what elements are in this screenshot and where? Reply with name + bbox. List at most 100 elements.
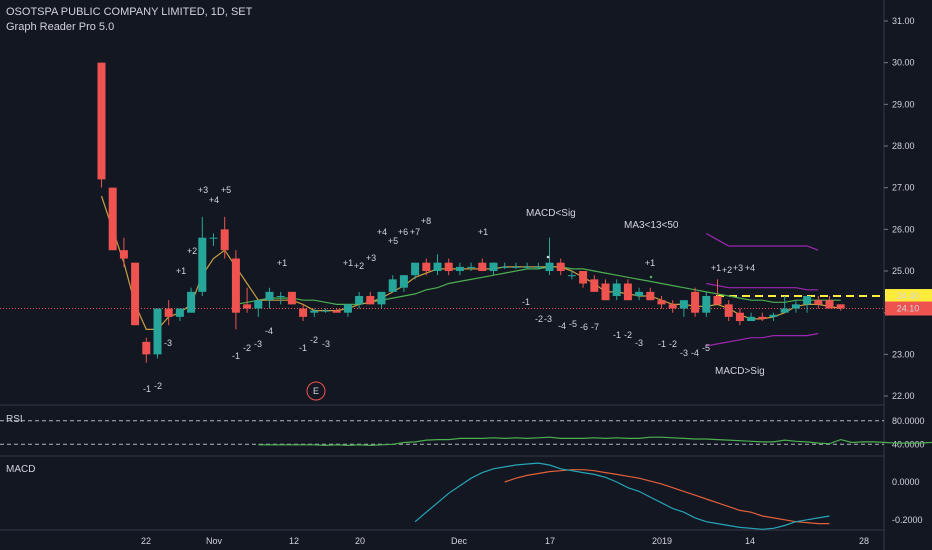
count-annotation: -3 — [635, 338, 643, 348]
count-annotation: -2 — [624, 330, 632, 340]
count-annotation: +2 — [722, 265, 732, 275]
candle-body — [310, 310, 319, 313]
level-price-tag — [885, 289, 932, 304]
candle-body — [735, 312, 744, 322]
count-annotation: -1 — [232, 351, 240, 361]
candle-body — [657, 300, 666, 305]
candle-body — [612, 283, 621, 297]
candle-body — [399, 275, 408, 288]
time-axis-label: 20 — [355, 536, 365, 546]
price-tick-label: 27.00 — [892, 183, 915, 193]
count-annotation: +1 — [478, 227, 488, 237]
candle-body — [153, 308, 162, 355]
candle-body — [187, 291, 196, 313]
level-price-tag-label: 24.40 — [897, 291, 920, 301]
candle-body — [131, 262, 140, 326]
time-axis-label: Nov — [206, 536, 223, 546]
count-annotation: -3 — [544, 314, 552, 324]
count-annotation: -2 — [310, 335, 318, 345]
count-annotation: +4 — [377, 227, 387, 237]
count-annotation: +4 — [209, 195, 219, 205]
count-annotation: -1 — [299, 343, 307, 353]
candle-body — [489, 262, 498, 272]
macd-tick-label: -0.2000 — [892, 515, 923, 525]
count-annotation: -5 — [702, 343, 710, 353]
candle-body — [366, 296, 375, 305]
time-axis-label: 14 — [745, 536, 755, 546]
candle-body — [545, 262, 554, 272]
chart-title: OSOTSPA PUBLIC COMPANY LIMITED, 1D, SET — [6, 6, 253, 18]
count-annotation: -3 — [164, 338, 172, 348]
macd-below-signal-label: MACD<Sig — [526, 208, 576, 219]
candle-body — [411, 262, 420, 276]
count-annotation: -2 — [669, 339, 677, 349]
count-annotation: -1 — [658, 339, 666, 349]
signal-dot — [546, 255, 550, 259]
time-axis-label: Dec — [451, 536, 468, 546]
candle-body — [724, 304, 733, 317]
rsi-line — [258, 436, 932, 447]
price-tick-label: 23.00 — [892, 349, 915, 359]
candle-body — [455, 266, 464, 272]
count-annotation: +4 — [745, 263, 755, 273]
count-annotation: +5 — [221, 185, 231, 195]
count-annotation: +1 — [711, 263, 721, 273]
count-annotation: -2 — [154, 381, 162, 391]
count-annotation: -3 — [322, 339, 330, 349]
candle-body — [209, 237, 218, 239]
candle-body — [220, 229, 229, 251]
candle-body — [534, 266, 543, 268]
price-tick-label: 26.00 — [892, 224, 915, 234]
count-annotation: +8 — [421, 216, 431, 226]
count-annotation: +1 — [176, 266, 186, 276]
signal-line — [504, 469, 830, 525]
earnings-marker — [306, 381, 326, 401]
candle-body — [97, 62, 106, 180]
macd-above-signal-label: MACD>Sig — [715, 366, 765, 377]
count-annotation: +6 — [398, 227, 408, 237]
candle-body — [433, 262, 442, 272]
candle-body — [198, 237, 207, 292]
candle-body — [579, 271, 588, 284]
count-annotation: +1 — [277, 258, 287, 268]
upper-band-line — [706, 232, 819, 251]
candle-body — [444, 262, 453, 272]
candle-body — [321, 310, 330, 312]
candle-body — [590, 279, 599, 292]
rsi-tick-label: 40.0000 — [892, 439, 925, 449]
time-axis-label: 2019 — [652, 536, 672, 546]
count-annotation: -4 — [691, 348, 699, 358]
time-axis-label: 22 — [141, 536, 151, 546]
candle-body — [467, 266, 476, 268]
macd-tick-label: 0.0000 — [892, 477, 920, 487]
count-annotation: +5 — [388, 236, 398, 246]
candle-body — [243, 304, 252, 309]
count-annotation: -5 — [569, 319, 577, 329]
rsi-panel-label: RSI — [6, 414, 23, 425]
mid-band-line — [706, 282, 819, 291]
candle-body — [164, 308, 173, 317]
candle-body — [623, 283, 632, 301]
count-annotation: +3 — [733, 263, 743, 273]
candle-body — [254, 300, 263, 309]
indicator-label: Graph Reader Pro 5.0 — [6, 21, 115, 33]
candle-body — [803, 296, 812, 305]
price-tick-label: 31.00 — [892, 16, 915, 26]
price-tick-label: 22.00 — [892, 391, 915, 401]
candle-body — [825, 300, 834, 309]
last-price-tag — [885, 301, 932, 316]
count-annotation: -6 — [580, 322, 588, 332]
count-annotation: -3 — [254, 339, 262, 349]
macd-panel-label: MACD — [6, 464, 35, 475]
ma-signal-label: MA3<13<50 — [624, 220, 679, 231]
candle-body — [142, 341, 151, 355]
candle-body — [523, 266, 532, 268]
candle-body — [422, 262, 431, 272]
count-annotation: -1 — [522, 297, 530, 307]
count-annotation: +3 — [366, 253, 376, 263]
time-axis-label: 28 — [859, 536, 869, 546]
price-tick-label: 29.00 — [892, 99, 915, 109]
count-annotation: +1 — [343, 258, 353, 268]
candle-body — [478, 262, 487, 272]
